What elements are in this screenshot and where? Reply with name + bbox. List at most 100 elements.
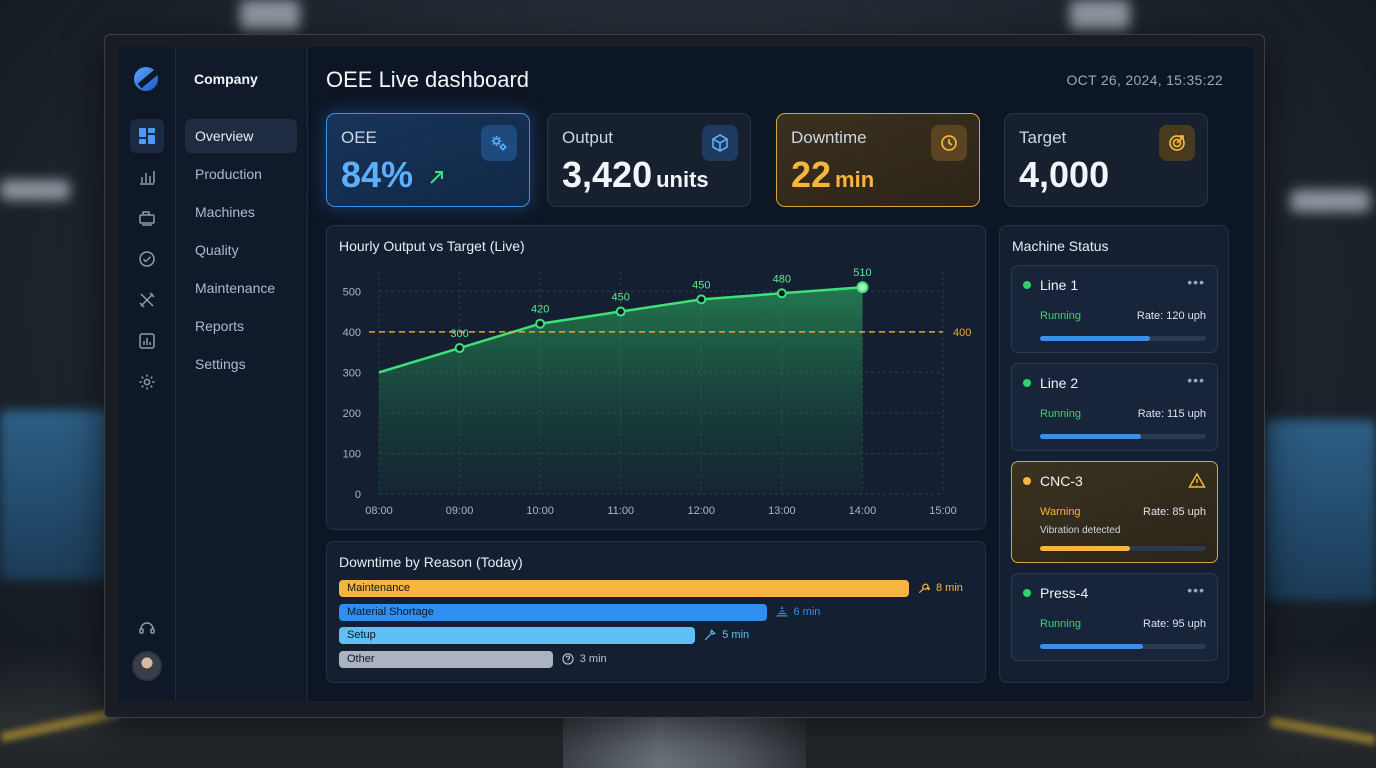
kpi-card-oee[interactable]: OEE 84% [326,113,530,207]
material-stack-icon [776,605,787,617]
timestamp: OCT 26, 2024, 15:35:22 [1066,72,1223,88]
data-label: 450 [612,292,630,304]
kpi-value: 4,000 [1019,154,1110,195]
sidebar-item-overview[interactable]: Overview [185,119,297,153]
tools-icon[interactable] [130,283,164,317]
data-label: 450 [692,279,710,291]
machine-status-panel: Machine Status Line 1 ••• Running Rate: … [999,225,1229,683]
dashboard-screen: Company Overview Production Machines Qua… [118,47,1253,701]
downtime-value: 5 min [703,628,749,642]
kpi-label: OEE [341,128,377,147]
downtime-title: Downtime by Reason (Today) [339,554,523,570]
question-icon [562,653,574,665]
chart-title: Hourly Output vs Target (Live) [339,238,525,254]
machine-progress [1040,434,1206,439]
sidebar-item-machines[interactable]: Machines [195,204,255,220]
y-tick-label: 100 [343,448,361,460]
machine-rate: Rate: 115 uph [1137,408,1206,420]
machine-progress [1040,336,1206,341]
machine-state: Running [1040,310,1081,322]
sidebar-item-maintenance[interactable]: Maintenance [195,280,276,296]
target-icon [1159,125,1195,161]
data-label: 480 [773,273,791,285]
machine-icon[interactable] [130,201,164,235]
report-icon[interactable] [130,324,164,358]
machine-state: Running [1040,618,1081,630]
downtime-value: 8 min [917,581,963,595]
y-tick-label: 0 [355,489,361,501]
data-point [856,281,869,294]
machine-progress [1040,644,1206,649]
downtime-bar-setup[interactable]: Setup [339,627,696,645]
kpi-label: Target [1019,128,1067,147]
x-tick-label: 11:00 [607,505,634,517]
company-name: Company [194,71,258,87]
bar-chart-icon[interactable] [130,160,164,194]
y-tick-label: 300 [343,367,361,379]
gear-icon[interactable] [130,365,164,399]
wrench-icon [918,583,931,594]
more-options-icon[interactable]: ••• [1187,582,1205,598]
company-logo[interactable] [134,67,158,91]
machine-name: Press-4 [1040,585,1089,601]
sidebar-item-production[interactable]: Production [195,166,262,182]
data-point [454,343,465,354]
x-tick-label: 12:00 [688,505,716,517]
page-title: OEE Live dashboard [326,67,530,92]
downtime-bar-material-shortage[interactable]: Material Shortage [339,603,767,621]
data-label: 510 [853,267,871,279]
downtime-bar-other[interactable]: Other [339,651,553,669]
machine-card-press-4[interactable]: Press-4 ••• Running Rate: 95 uph [1011,573,1218,661]
machine-status-title: Machine Status [1012,238,1109,254]
status-dot [1023,379,1031,387]
avatar[interactable] [132,651,162,681]
machine-name: CNC-3 [1040,473,1083,489]
check-circle-icon[interactable] [130,242,164,276]
data-point [696,294,707,305]
machine-card-cnc-3[interactable]: CNC-3 Warning Rate: 85 uph Vibration det… [1011,461,1218,563]
more-options-icon[interactable]: ••• [1187,372,1205,388]
data-point [776,288,787,299]
icon-rail [118,47,176,701]
x-tick-label: 08:00 [365,505,393,517]
support-icon[interactable] [130,611,164,645]
gears-icon [481,125,517,161]
sidebar-item-settings[interactable]: Settings [195,356,246,372]
data-label: 420 [531,304,549,316]
y-tick-label: 400 [343,327,361,339]
kpi-value: 3,420 units [562,154,709,195]
box-icon [702,125,738,161]
machine-state: Warning [1040,506,1081,518]
machine-rate: Rate: 95 uph [1143,618,1206,630]
dashboard-icon[interactable] [130,119,164,153]
hourly-output-panel: Hourly Output vs Target (Live) 0 100 200 30… [326,225,986,530]
data-label: 300 [450,328,468,340]
setup-tool-icon [705,629,716,641]
kpi-card-target[interactable]: Target 4,000 [1004,113,1208,207]
downtime-value: 3 min [561,652,607,666]
kpi-value: 22 min [791,154,875,195]
x-tick-label: 15:00 [929,505,957,517]
sidebar-item-reports[interactable]: Reports [195,318,245,334]
machine-progress [1040,546,1206,551]
kpi-value: 84% [341,154,447,196]
target-label: 400 [953,327,971,339]
kpi-card-output[interactable]: Output 3,420 units [547,113,751,207]
status-dot [1023,477,1031,485]
machine-card-line-1[interactable]: Line 1 ••• Running Rate: 120 uph [1011,265,1218,353]
hourly-output-chart: 0 100 200 300 400 500 08:00 09:00 10:00 11:00 12:0… [343,267,972,517]
more-options-icon[interactable]: ••• [1187,274,1205,290]
warning-icon[interactable] [1188,472,1206,490]
status-dot [1023,589,1031,597]
sidebar-item-quality[interactable]: Quality [195,242,239,258]
machine-rate: Rate: 85 uph [1143,506,1206,518]
machine-name: Line 2 [1040,375,1079,391]
output-area [379,287,863,494]
machine-card-line-2[interactable]: Line 2 ••• Running Rate: 115 uph [1011,363,1218,451]
data-point [615,306,626,317]
downtime-bar-maintenance[interactable]: Maintenance [339,580,909,597]
kpi-card-downtime[interactable]: Downtime 22 min [776,113,980,207]
x-tick-label: 14:00 [849,505,877,517]
x-tick-label: 09:00 [446,505,474,517]
clock-icon [931,125,967,161]
